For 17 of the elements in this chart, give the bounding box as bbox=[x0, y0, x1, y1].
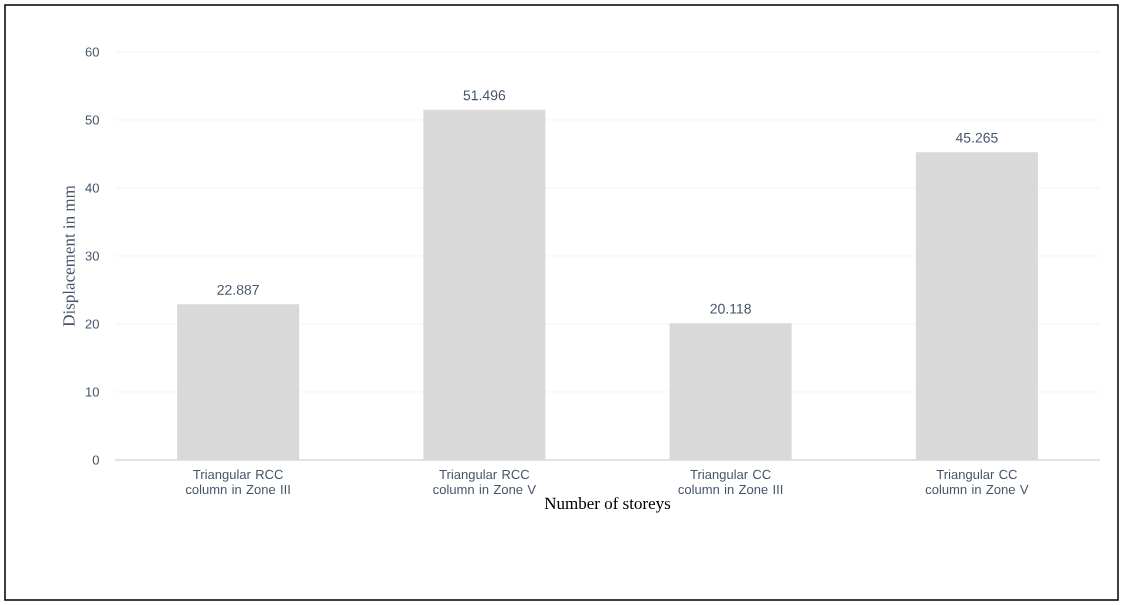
data-label: 20.118 bbox=[710, 303, 751, 314]
x-tick-label: Triangular CC column in Zone V bbox=[925, 469, 1029, 495]
data-label: 22.887 bbox=[217, 284, 259, 295]
data-label: 51.496 bbox=[463, 90, 506, 101]
x-tick-label: Triangular CC column in Zone III bbox=[678, 469, 783, 495]
y-tick-label: 50 bbox=[85, 115, 99, 125]
y-tick-label: 10 bbox=[86, 387, 99, 397]
x-axis-title: Number of storeys bbox=[544, 496, 671, 513]
x-tick-label: Triangular RCC column in Zone V bbox=[433, 469, 536, 495]
y-axis-title: Displacement in mm bbox=[62, 185, 79, 327]
y-tick-label: 40 bbox=[85, 183, 99, 193]
data-label: 45.265 bbox=[955, 132, 998, 143]
y-tick-label: 0 bbox=[92, 455, 99, 465]
y-tick-label: 20 bbox=[85, 319, 99, 329]
x-tick-label: Triangular RCC column in Zone III bbox=[185, 469, 290, 495]
y-tick-label: 60 bbox=[85, 47, 99, 57]
y-tick-label: 30 bbox=[85, 251, 99, 261]
